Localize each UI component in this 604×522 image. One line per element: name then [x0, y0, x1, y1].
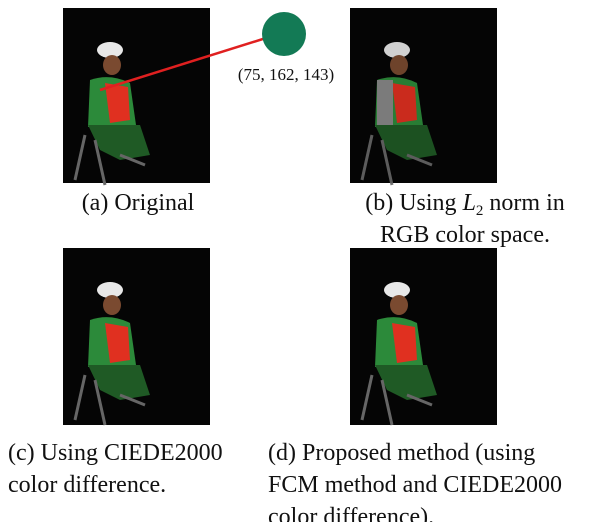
- caption-text: L: [462, 190, 476, 216]
- caption-text: norm in: [483, 190, 564, 216]
- swatch-label: (75, 162, 143): [238, 65, 334, 84]
- caption-text: FCM method and CIEDE2000: [268, 472, 562, 498]
- panel-a: [63, 8, 210, 185]
- panel-d: [350, 248, 497, 425]
- caption-text: 2: [476, 203, 484, 219]
- caption-text: color difference.: [8, 472, 166, 498]
- caption-line: color difference.: [8, 472, 166, 498]
- caption-line: (d) Proposed method (using: [268, 440, 535, 466]
- caption-line: FCM method and CIEDE2000: [268, 472, 562, 498]
- panel-b: [350, 8, 497, 185]
- caption-text: (b) Using: [365, 190, 462, 216]
- caption-line: RGB color space.: [380, 222, 550, 248]
- caption-line: (c) Using CIEDE2000: [8, 440, 223, 466]
- caption-text: (a) Original: [82, 190, 195, 216]
- image: [350, 248, 497, 425]
- caption-text: (d) Proposed method (using: [268, 440, 535, 466]
- caption-line: (a) Original: [82, 190, 195, 216]
- image: [63, 248, 210, 425]
- figure: (75, 162, 143) (a) Original (b) Using L2 …: [0, 0, 604, 522]
- caption-text: RGB color space.: [380, 222, 550, 248]
- caption-line: (b) Using L2 norm in: [365, 190, 565, 219]
- caption-text: (c) Using CIEDE2000: [8, 440, 223, 466]
- caption-line: color difference).: [268, 504, 434, 522]
- color-swatch: [262, 12, 306, 56]
- panel-c: [63, 248, 210, 425]
- caption-text: color difference).: [268, 504, 434, 522]
